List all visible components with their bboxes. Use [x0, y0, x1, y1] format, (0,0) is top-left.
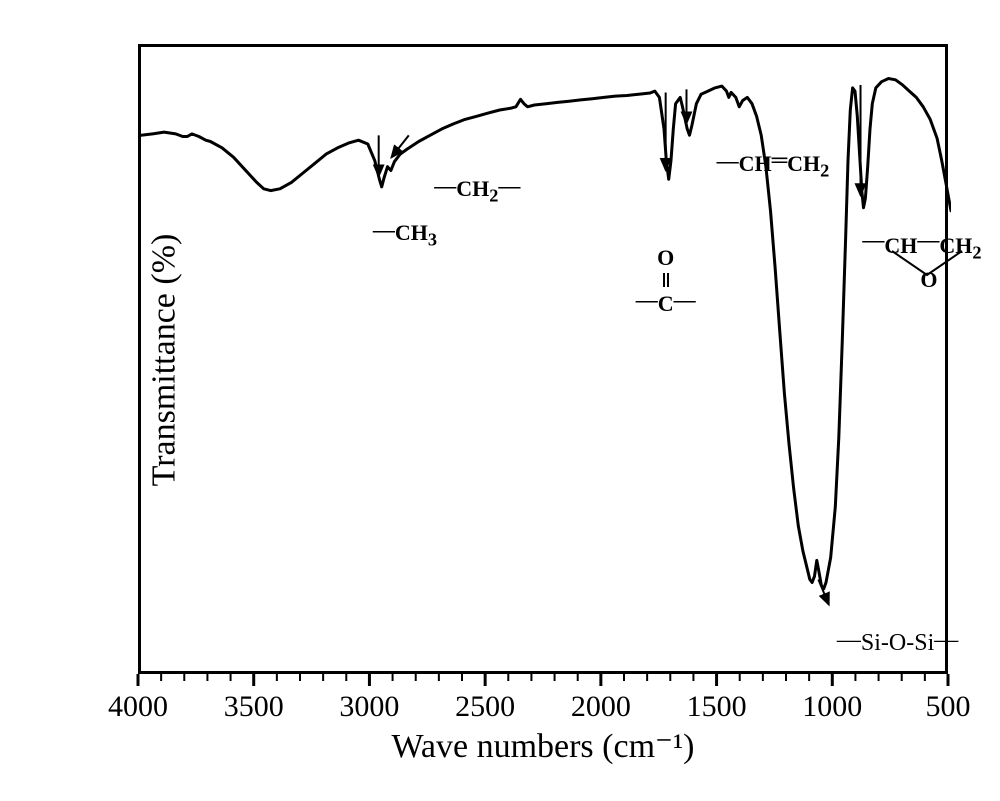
ticks-svg [0, 0, 1000, 801]
annotation-carbonyl: O—C— [626, 246, 706, 315]
x-tick-label: 2500 [440, 690, 530, 724]
annotation-siosi: —Si-O-Si— [837, 630, 958, 657]
ftir-chart: Transmittance (%) Wave numbers (cm⁻¹) 40… [0, 0, 1000, 801]
annotation-arrow-ch2 [391, 135, 408, 157]
x-tick-label: 1500 [672, 690, 762, 724]
x-tick-label: 2000 [556, 690, 646, 724]
annotation-epoxide: —CH—CH2O [862, 233, 981, 263]
x-tick-label: 1000 [787, 690, 877, 724]
x-tick-label: 3000 [324, 690, 414, 724]
x-tick-label: 4000 [93, 690, 183, 724]
annotation-ch-ch2: —CH═CH2 [717, 151, 830, 181]
annotation-ch2: —CH2— [434, 176, 520, 206]
annotation-arrow-siosi [818, 580, 828, 605]
x-tick-label: 3500 [209, 690, 299, 724]
annotation-ch3: —CH3 [373, 220, 437, 250]
x-tick-label: 500 [903, 690, 993, 724]
